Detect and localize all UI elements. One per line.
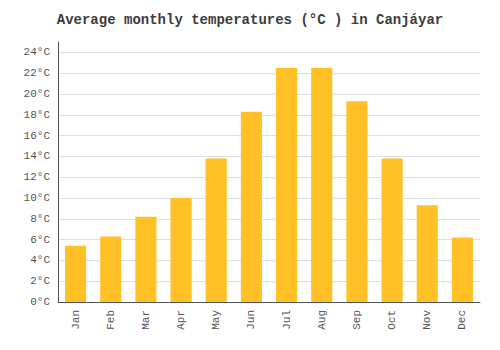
svg-text:4°C: 4°C (30, 254, 50, 266)
svg-text:Average monthly temperatures (: Average monthly temperatures (°C ) in Ca… (57, 12, 443, 28)
svg-text:Apr: Apr (175, 310, 187, 330)
svg-text:Aug: Aug (316, 310, 328, 330)
svg-text:16°C: 16°C (24, 130, 51, 142)
svg-text:20°C: 20°C (24, 88, 51, 100)
svg-text:Jun: Jun (245, 310, 257, 330)
svg-text:0°C: 0°C (30, 296, 50, 308)
svg-text:Jan: Jan (70, 310, 82, 330)
svg-text:10°C: 10°C (24, 192, 51, 204)
svg-text:May: May (210, 310, 222, 330)
svg-text:12°C: 12°C (24, 171, 51, 183)
svg-text:2°C: 2°C (30, 275, 50, 287)
svg-text:Feb: Feb (105, 310, 117, 330)
svg-text:8°C: 8°C (30, 213, 50, 225)
svg-text:24°C: 24°C (24, 46, 51, 58)
svg-text:Oct: Oct (386, 310, 398, 330)
svg-text:Mar: Mar (140, 310, 152, 330)
svg-text:14°C: 14°C (24, 150, 51, 162)
svg-text:Dec: Dec (456, 310, 468, 330)
svg-text:22°C: 22°C (24, 67, 51, 79)
svg-text:Jul: Jul (281, 310, 293, 330)
svg-text:6°C: 6°C (30, 234, 50, 246)
svg-text:Nov: Nov (421, 310, 433, 330)
svg-text:Sep: Sep (351, 310, 363, 330)
svg-text:18°C: 18°C (24, 109, 51, 121)
